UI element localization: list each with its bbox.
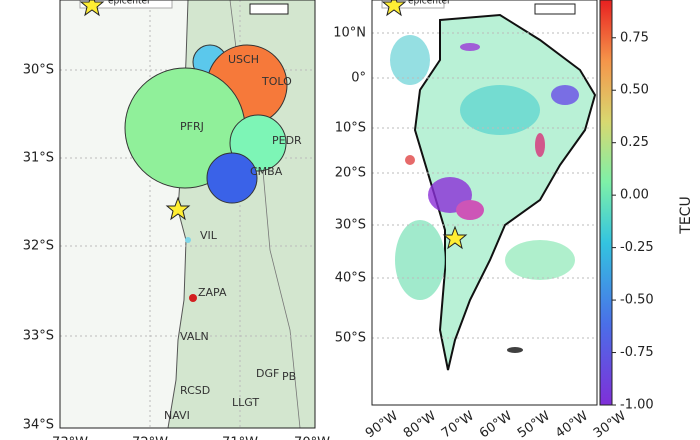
- lon-label: 71°W: [222, 436, 258, 440]
- station-label: CMBA: [250, 165, 283, 178]
- colorbar-tick-label: -0.50: [620, 293, 654, 308]
- right-map: epicenter: [372, 0, 597, 405]
- legend-label: epicenter: [408, 0, 451, 7]
- colorbar-tick-label: -1.00: [620, 398, 654, 413]
- station-label: NAVI: [164, 409, 190, 422]
- lat-label: 10°N: [333, 26, 366, 41]
- colorbar-tick-label: -0.25: [620, 240, 654, 255]
- lon-label: 40°W: [553, 408, 591, 440]
- station-label: RCSD: [180, 384, 210, 397]
- station-label: VALN: [180, 330, 209, 343]
- lon-label: 30°W: [591, 408, 629, 440]
- colorbar-tick-label: 0.50: [620, 83, 649, 98]
- colorbar-tick-label: 0.25: [620, 135, 649, 150]
- colorbar-tick-label: 0.00: [620, 188, 649, 203]
- colorbar: [599, 0, 613, 406]
- lon-label: 80°W: [401, 408, 439, 440]
- left-frame: [59, 0, 316, 429]
- station-label: LLGT: [232, 396, 259, 409]
- lat-label: 33°S: [23, 329, 54, 344]
- lat-label: 32°S: [23, 239, 54, 254]
- lat-label: 40°S: [335, 271, 366, 286]
- lon-label: 50°W: [515, 408, 553, 440]
- right-frame: [371, 0, 598, 406]
- legend-label: epicenter: [108, 0, 151, 7]
- lat-label: 31°S: [23, 151, 54, 166]
- station-label: USCH: [228, 53, 259, 66]
- lat-label: 34°S: [23, 418, 54, 433]
- lon-label: 90°W: [363, 408, 401, 440]
- lon-label: 73°W: [52, 436, 88, 440]
- lat-label: 30°S: [23, 63, 54, 78]
- lat-label: 30°S: [335, 218, 366, 233]
- colorbar-label: TECU: [678, 196, 694, 234]
- lat-label: 10°S: [335, 121, 366, 136]
- station-label: PFRJ: [180, 120, 204, 133]
- station-label: TOLO: [261, 75, 292, 88]
- lon-label: 70°W: [439, 408, 477, 440]
- colorbar-tick-label: -0.75: [620, 345, 654, 360]
- lon-label: 72°W: [132, 436, 168, 440]
- station-label: PEDR: [272, 134, 302, 147]
- station-label: DGF: [256, 367, 279, 380]
- lat-label: 50°S: [335, 331, 366, 346]
- lon-label: 70°W: [294, 436, 330, 440]
- left-map: epicenter: [60, 0, 315, 428]
- lat-label: 20°S: [335, 166, 366, 181]
- lat-label: 0°: [351, 71, 366, 86]
- colorbar-tick-label: 0.75: [620, 30, 649, 45]
- station-label: PB: [282, 370, 296, 383]
- lon-label: 60°W: [477, 408, 515, 440]
- station-label: VIL: [200, 229, 218, 242]
- station-label: ZAPA: [198, 286, 227, 299]
